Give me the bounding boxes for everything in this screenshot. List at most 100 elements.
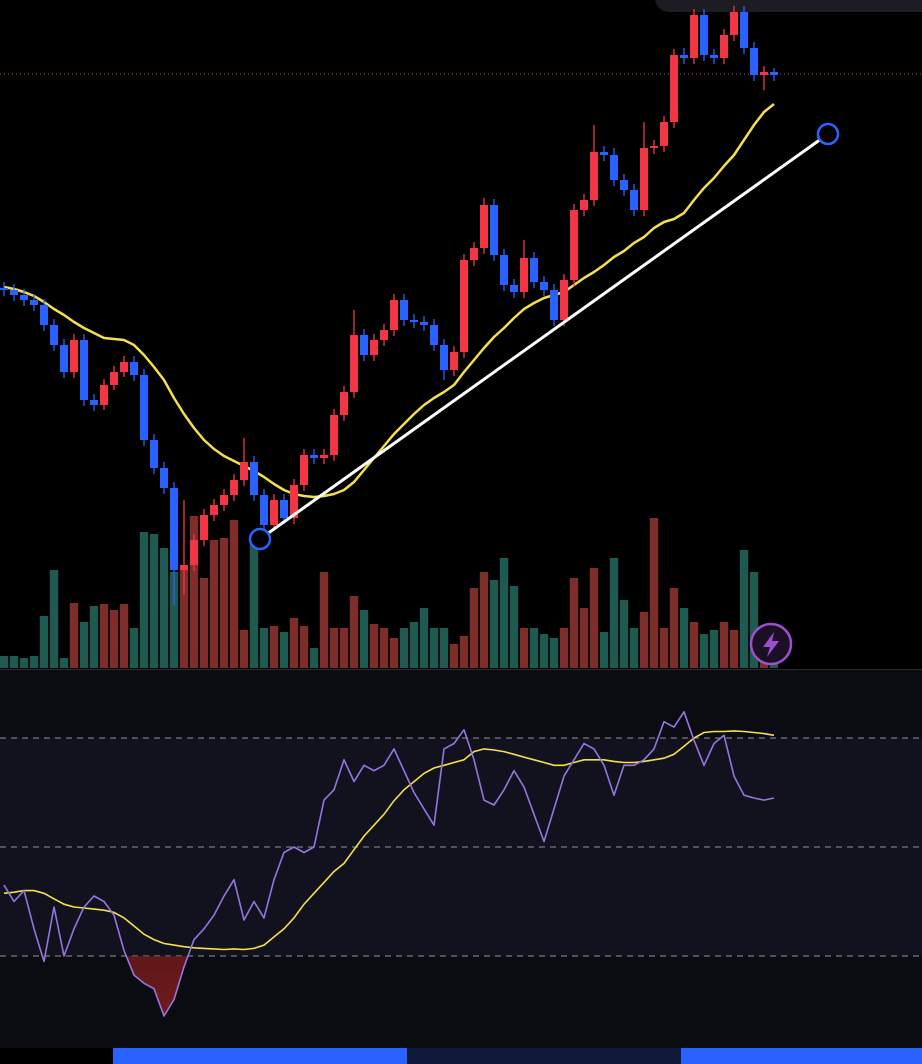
volume-bar	[439, 628, 449, 668]
candle-body	[170, 488, 178, 570]
candle-body	[760, 72, 768, 75]
candle-body	[730, 12, 738, 35]
volume-bar	[69, 603, 79, 668]
candle-body	[340, 392, 348, 415]
volume-bar	[479, 572, 489, 668]
candle-body	[710, 55, 718, 58]
rsi-line	[3, 711, 775, 1017]
candle-body	[260, 495, 268, 525]
volume-bar	[619, 600, 629, 668]
candle-body	[430, 325, 438, 345]
volume-bar	[669, 588, 679, 668]
volume-bar	[179, 570, 189, 668]
candle-body	[180, 565, 188, 570]
price-pane	[0, 6, 922, 668]
candle-body	[300, 455, 308, 485]
candle-body	[530, 258, 538, 282]
volume-bar	[309, 648, 319, 668]
candle-body	[550, 290, 558, 320]
volume-bar	[489, 580, 499, 668]
volume-bar	[579, 608, 589, 668]
volume-bar	[609, 558, 619, 668]
volume-bar	[89, 606, 99, 668]
candle-body	[370, 340, 378, 355]
candle-body	[570, 210, 578, 280]
volume-bar	[49, 570, 59, 668]
volume-bar	[349, 596, 359, 668]
lightning-button[interactable]	[749, 622, 793, 666]
candle-body	[470, 248, 478, 260]
volume-bar	[699, 634, 709, 668]
scroll-segment[interactable]	[681, 1048, 922, 1064]
volume-bar	[419, 608, 429, 668]
candle-body	[60, 345, 68, 372]
volume-bar	[639, 612, 649, 668]
volume-bar	[509, 586, 519, 668]
scroll-segment[interactable]	[407, 1048, 681, 1064]
candle-body	[540, 282, 548, 290]
volume-bar	[329, 628, 339, 668]
candle-body	[200, 515, 208, 540]
candle-body	[490, 205, 498, 255]
volume-bar	[369, 624, 379, 668]
volume-bar	[219, 538, 229, 668]
candle-body	[450, 352, 458, 370]
volume-bar	[629, 628, 639, 668]
volume-bar	[99, 604, 109, 668]
volume-bar	[399, 628, 409, 668]
volume-bar	[189, 516, 199, 668]
candle-body	[350, 335, 358, 392]
candle-body	[770, 72, 778, 75]
candle-body	[620, 180, 628, 190]
volume-bar	[539, 634, 549, 668]
volume-bar	[199, 578, 209, 668]
candle-body	[210, 505, 218, 515]
candle-body	[40, 305, 48, 325]
candle-body	[720, 35, 728, 58]
volume-bar	[519, 628, 529, 668]
candle-body	[640, 148, 648, 210]
candle-body	[630, 190, 638, 210]
candle-body	[500, 255, 508, 285]
volume-bar	[469, 588, 479, 668]
candle-body	[480, 205, 488, 248]
candle-body	[390, 300, 398, 330]
candle-body	[10, 290, 18, 295]
volume-bar	[709, 630, 719, 668]
candle-body	[650, 146, 658, 148]
volume-bar	[739, 550, 749, 668]
volume-bar	[319, 572, 329, 668]
candle-body	[280, 500, 288, 518]
top-toolbar[interactable]	[655, 0, 922, 12]
volume-bar	[409, 622, 419, 668]
candle-body	[230, 480, 238, 495]
candle-body	[330, 415, 338, 455]
volume-bar	[129, 628, 139, 668]
volume-bar	[19, 658, 29, 668]
candle-body	[130, 362, 138, 375]
candle-body	[100, 385, 108, 405]
volume-bar	[39, 616, 49, 668]
candle-body	[360, 335, 368, 355]
volume-bar	[0, 656, 9, 668]
candle-body	[740, 12, 748, 48]
volume-bar	[559, 628, 569, 668]
volume-bar	[169, 572, 179, 668]
candle-body	[240, 462, 248, 480]
volume-bar	[459, 636, 469, 668]
candle-body	[510, 285, 518, 292]
candle-body	[420, 322, 428, 325]
volume-bar	[259, 628, 269, 668]
volume-bar	[589, 568, 599, 668]
scroll-segment[interactable]	[113, 1048, 407, 1064]
volume-bar	[29, 656, 39, 668]
candle-body	[460, 260, 468, 352]
volume-bar	[549, 638, 559, 668]
volume-bar	[119, 604, 129, 668]
candle-body	[690, 15, 698, 58]
candle-body	[410, 320, 418, 322]
candle-body	[0, 288, 8, 290]
volume-bar	[149, 534, 159, 668]
